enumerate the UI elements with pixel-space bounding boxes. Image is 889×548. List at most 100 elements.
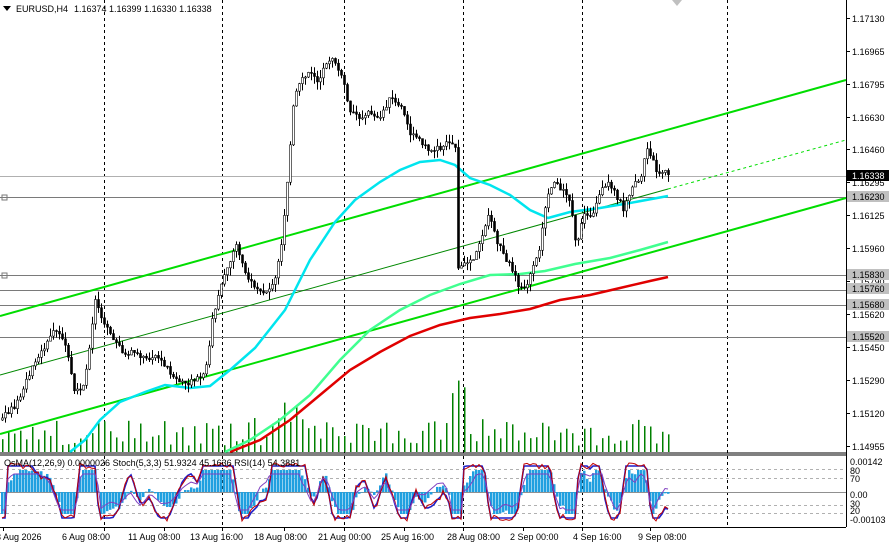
candle-body — [637, 180, 640, 183]
volume-bar — [320, 438, 322, 452]
candle-body — [313, 72, 316, 77]
osma-bar — [310, 492, 313, 497]
candle-body — [223, 274, 226, 285]
price-axis: 1.17130 1.16965 1.16795 1.16630 1.16460 1.162… — [846, 14, 885, 452]
candle-body — [667, 170, 670, 175]
candle-body — [55, 330, 58, 332]
candle-body — [484, 225, 487, 236]
osma-bar — [1, 492, 4, 514]
candle-body — [112, 333, 115, 341]
candle-body — [403, 106, 406, 116]
volume-bar — [278, 418, 280, 452]
candle-body — [550, 187, 553, 195]
volume-bar — [134, 438, 136, 452]
osma-bar — [166, 492, 169, 508]
triangle-down-icon[interactable] — [3, 6, 11, 11]
volume-bar — [44, 430, 46, 452]
osma-bar — [94, 470, 97, 492]
price-tick-label: 1.16795 — [852, 80, 885, 90]
candle-body — [658, 171, 661, 174]
osma-bar — [160, 492, 163, 503]
candle-body — [28, 375, 31, 380]
candle-body — [280, 244, 283, 262]
volume-bar — [644, 426, 646, 452]
osma-bar — [112, 492, 115, 509]
candle-body — [388, 97, 391, 108]
candle-body — [97, 299, 100, 309]
candle-body — [337, 62, 340, 71]
candle-body — [160, 357, 163, 361]
channel-mid-line[interactable] — [0, 188, 669, 376]
volume-bar — [68, 444, 70, 452]
candle-body — [76, 388, 79, 392]
osma-bar — [34, 472, 37, 492]
osma-bar — [565, 492, 568, 514]
osma-bar — [220, 470, 223, 492]
osma-bar — [568, 492, 571, 514]
osma-bar — [499, 492, 502, 514]
osma-bar — [592, 473, 595, 492]
volume-bar — [668, 434, 670, 452]
osma-bar — [43, 475, 46, 492]
candle-body — [175, 376, 178, 380]
volume-bar — [164, 421, 166, 452]
candle-body — [79, 388, 82, 391]
candle-body — [493, 221, 496, 232]
volume-bar — [536, 437, 538, 452]
osma-bar — [346, 492, 349, 514]
candle-body — [1, 417, 4, 421]
candle-body — [598, 194, 601, 204]
volume-bar — [116, 437, 118, 452]
volume-bar — [566, 428, 568, 452]
candle-body — [649, 148, 652, 157]
candle-body — [292, 105, 295, 146]
osma-bar — [7, 482, 10, 492]
candle-body — [574, 214, 577, 241]
osma-bar — [193, 488, 196, 492]
candle-body — [652, 155, 655, 161]
candle-body — [238, 244, 241, 256]
stoch-signal-line — [1, 462, 669, 523]
volume-bar — [368, 428, 370, 452]
volume-bar — [500, 438, 502, 452]
candle-body — [10, 406, 13, 414]
candle-body — [538, 249, 541, 259]
volume-bar — [152, 436, 154, 452]
volume-bar — [638, 419, 640, 452]
volume-bar — [410, 442, 412, 452]
osma-bar — [70, 492, 73, 514]
volume-bar — [254, 418, 256, 452]
candle-body — [70, 357, 73, 375]
candle-body — [382, 109, 385, 118]
candle-body — [181, 380, 184, 383]
candle-body — [499, 243, 502, 247]
osma-bar — [463, 485, 466, 492]
candle-body — [268, 288, 271, 293]
hline-handle[interactable] — [1, 272, 8, 279]
osma-bar — [25, 470, 28, 492]
candle-body — [553, 181, 556, 188]
ema-slow-line — [224, 240, 669, 454]
volume-bar — [350, 442, 352, 452]
candle-body — [37, 357, 40, 363]
hline-handle[interactable] — [1, 194, 8, 201]
volume-bar — [128, 420, 130, 452]
price-tag-label: 1.15520 — [852, 332, 885, 342]
volume-bar — [518, 440, 520, 452]
volume-bar — [386, 422, 388, 452]
candle-body — [532, 265, 535, 274]
ema-fast-line — [69, 158, 669, 453]
volume-bar — [440, 439, 442, 452]
osma-bar — [658, 492, 661, 500]
osma-bar — [202, 470, 205, 492]
chart-shift-marker[interactable] — [672, 0, 682, 6]
candle-body — [394, 97, 397, 103]
osma-bar — [142, 492, 145, 498]
candle-body — [559, 183, 562, 191]
candle-body — [619, 199, 622, 202]
osc-tick-label: 20 — [850, 506, 860, 516]
osma-bar — [286, 470, 289, 492]
channel-upper-line[interactable] — [0, 79, 847, 317]
candle-body — [52, 330, 55, 337]
